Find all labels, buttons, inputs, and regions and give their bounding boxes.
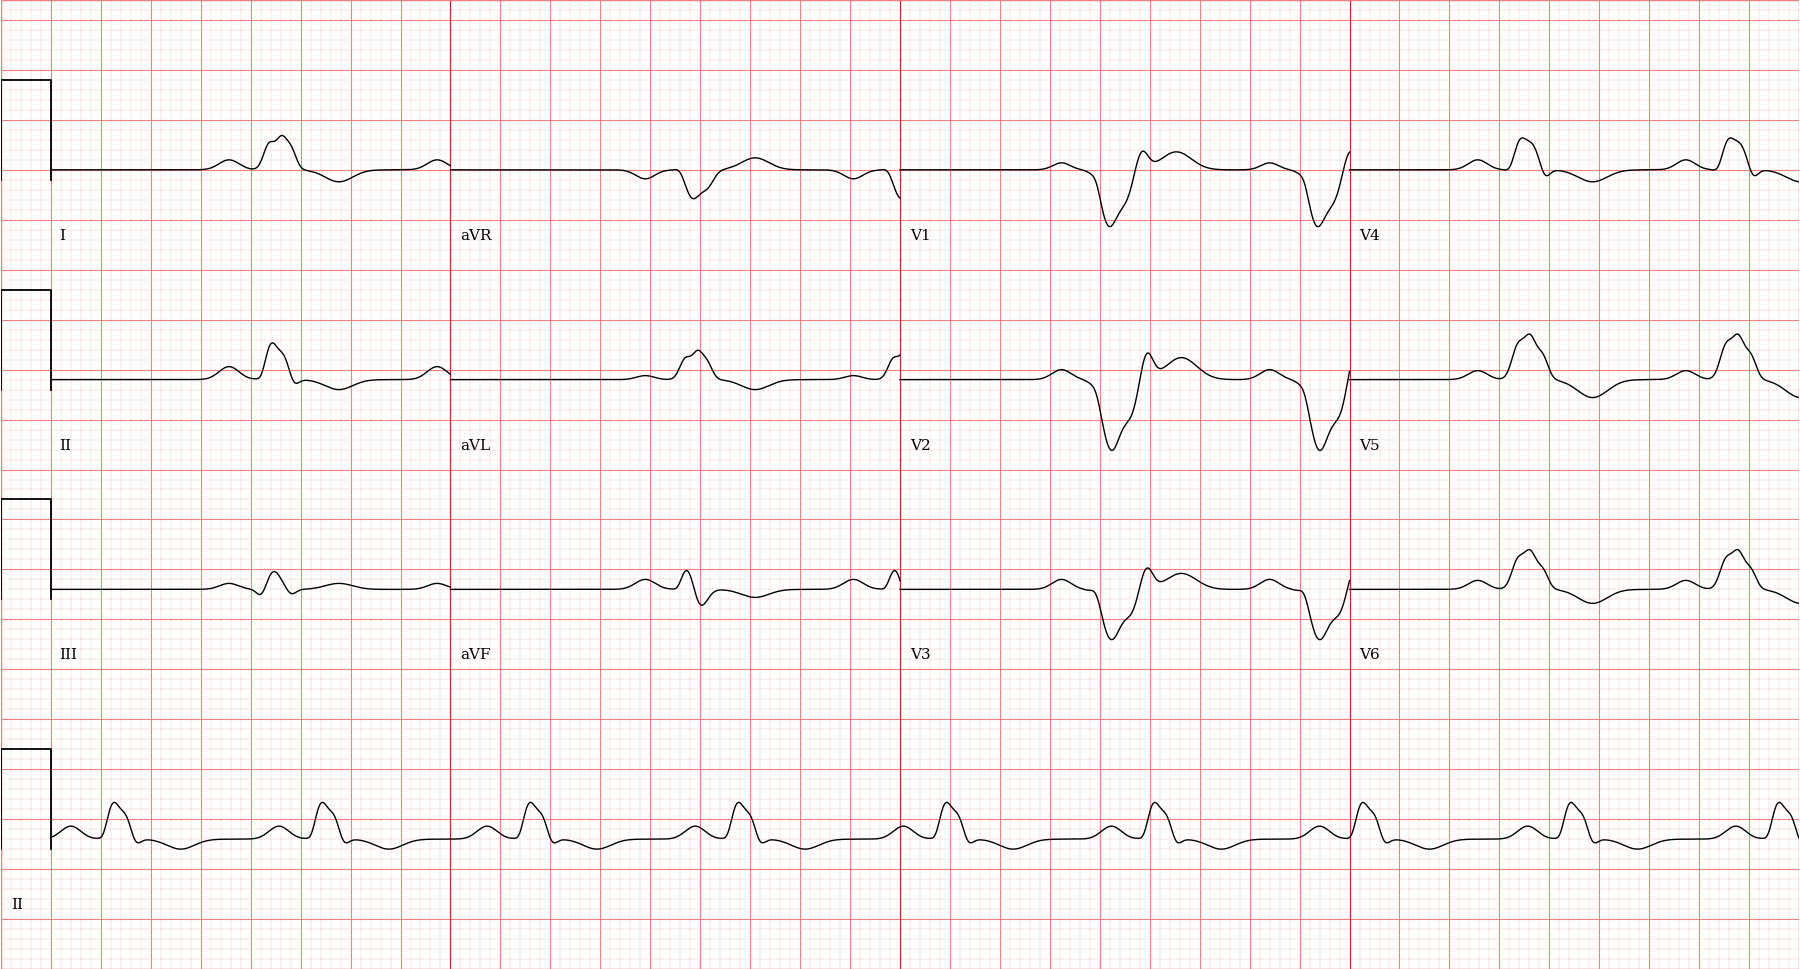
Text: V3: V3 <box>911 648 931 663</box>
Text: V2: V2 <box>911 439 931 453</box>
Text: aVL: aVL <box>461 439 491 453</box>
Text: I: I <box>59 229 65 243</box>
Text: V6: V6 <box>1359 648 1381 663</box>
Text: V4: V4 <box>1359 229 1381 243</box>
Text: V5: V5 <box>1359 439 1381 453</box>
Text: II: II <box>59 439 70 453</box>
Text: V1: V1 <box>911 229 931 243</box>
Text: aVR: aVR <box>461 229 491 243</box>
Text: III: III <box>59 648 77 663</box>
Text: II: II <box>11 898 23 912</box>
Text: aVF: aVF <box>461 648 491 663</box>
